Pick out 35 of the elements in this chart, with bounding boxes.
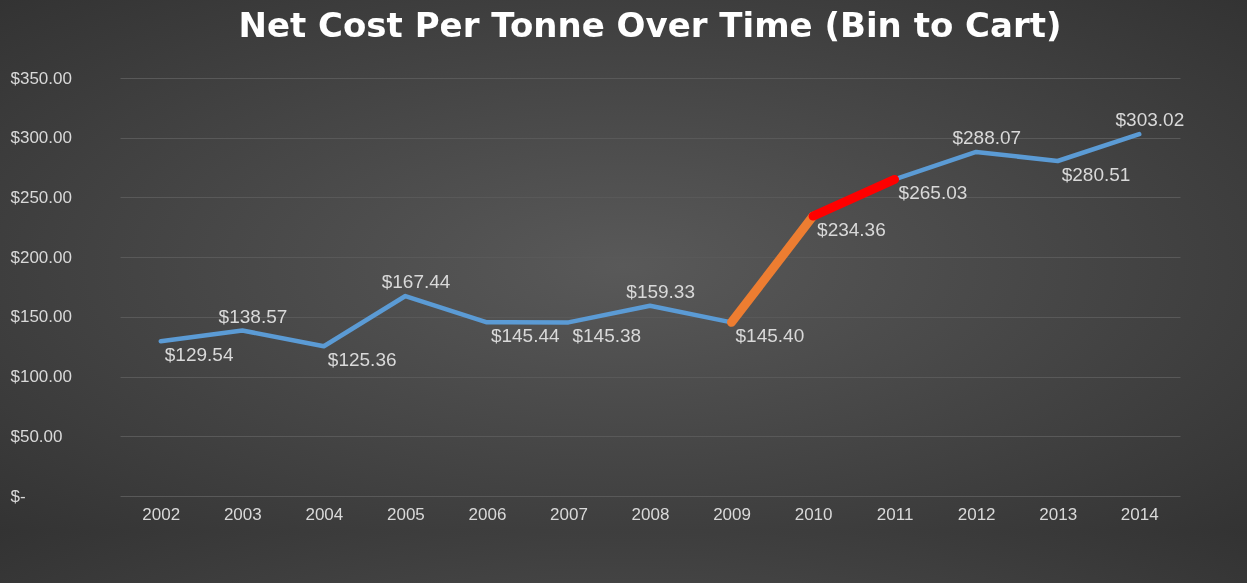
x-tick-label: 2013 bbox=[1039, 504, 1078, 524]
data-label: $145.44 bbox=[490, 325, 561, 347]
x-tick-label: 2004 bbox=[305, 504, 344, 524]
data-label: $288.07 bbox=[952, 126, 1022, 148]
data-label: $167.44 bbox=[381, 271, 451, 293]
data-label: $265.03 bbox=[898, 182, 968, 204]
data-label: $138.57 bbox=[218, 305, 288, 327]
x-tick-label: 2002 bbox=[142, 504, 181, 524]
y-tick-label: $- bbox=[10, 486, 26, 506]
data-label: $280.51 bbox=[1061, 163, 1131, 185]
x-tick-label: 2005 bbox=[386, 504, 425, 524]
data-label: $145.38 bbox=[572, 325, 642, 347]
data-label: $125.36 bbox=[327, 349, 397, 371]
x-tick-label: 2011 bbox=[876, 504, 914, 524]
y-tick-label: $150.00 bbox=[10, 307, 72, 327]
y-tick-label: $300.00 bbox=[10, 128, 72, 148]
y-tick-label: $350.00 bbox=[10, 68, 72, 88]
data-label: $159.33 bbox=[626, 280, 695, 302]
x-tick-label: 2007 bbox=[550, 504, 588, 524]
y-tick-label: $200.00 bbox=[10, 247, 72, 267]
data-label: $145.40 bbox=[735, 325, 805, 347]
data-label: $129.54 bbox=[164, 344, 234, 366]
x-tick-label: 2012 bbox=[957, 504, 996, 524]
y-tick-label: $100.00 bbox=[10, 367, 72, 387]
y-tick-label: $50.00 bbox=[10, 426, 63, 446]
x-tick-label: 2009 bbox=[713, 504, 751, 524]
data-label: $234.36 bbox=[817, 219, 886, 241]
x-tick-label: 2014 bbox=[1120, 504, 1159, 524]
x-tick-label: 2010 bbox=[794, 504, 833, 524]
chart-title: Net Cost Per Tonne Over Time (Bin to Cart) bbox=[238, 5, 1062, 45]
x-tick-label: 2003 bbox=[223, 504, 262, 524]
x-tick-label: 2006 bbox=[468, 504, 507, 524]
x-tick-label: 2008 bbox=[631, 504, 670, 524]
data-label: $303.02 bbox=[1115, 109, 1185, 131]
y-tick-label: $250.00 bbox=[10, 187, 72, 207]
